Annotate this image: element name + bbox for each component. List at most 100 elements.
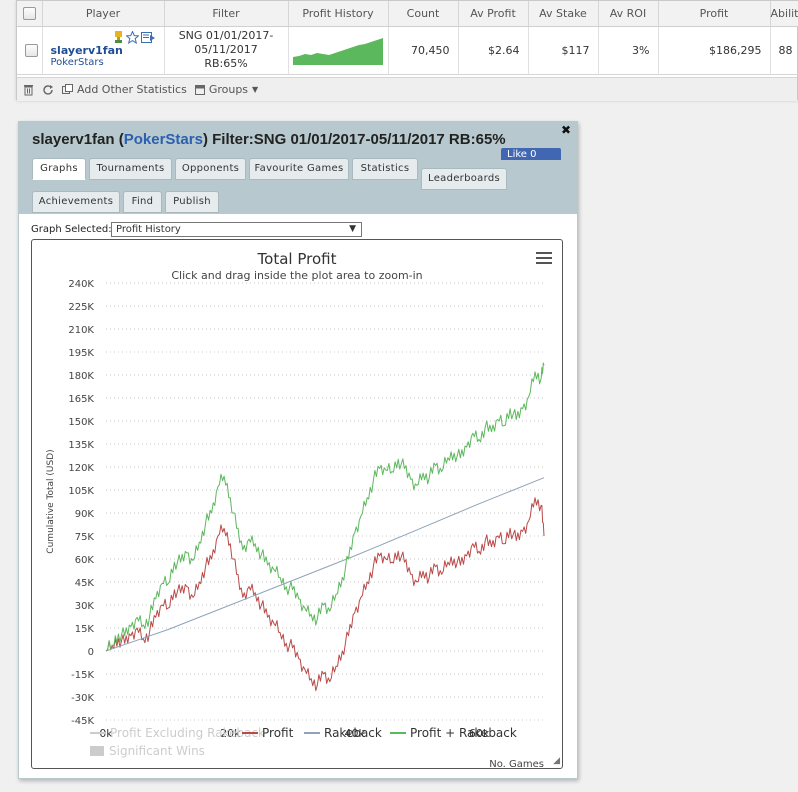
header-count[interactable]: Count [388,1,459,27]
groups-label: Groups [208,83,249,96]
facebook-like-button[interactable]: Like 0 [501,148,561,160]
header-player[interactable]: Player [42,1,165,27]
y-tick-label: 120K [68,463,94,474]
tab-statistics[interactable]: Statistics [352,158,418,180]
legend-item: Profit [262,726,294,740]
groups-dropdown[interactable]: Groups ▼ [194,83,259,96]
header-profit[interactable]: Profit [658,1,771,27]
y-tick-label: 60K [75,555,95,566]
tab-graphs[interactable]: Graphs [32,158,86,180]
y-tick-label: 165K [68,394,94,405]
refresh-button[interactable] [42,84,54,96]
select-all-header[interactable] [17,1,43,27]
x-axis-label: No. Games [489,759,544,768]
y-tick-label: -30K [71,693,94,704]
header-profit-history[interactable]: Profit History [288,1,389,27]
tab-leaderboards[interactable]: Leaderboards [421,168,507,190]
player-stats-table: Player Filter Profit History Count Av Pr… [16,0,798,101]
header-av-roi[interactable]: Av ROI [598,1,659,27]
player-cell: slayerv1fan PokerStars [42,26,165,75]
series-line-profit [105,497,545,692]
export-icon[interactable] [140,31,156,44]
trophy-icon [114,30,122,43]
av-stake-value: $117 [528,26,599,75]
select-all-checkbox[interactable] [22,7,36,20]
graph-select-value: Profit History [116,224,181,235]
panel-header: slayerv1fan (PokerStars) Filter:SNG 01/0… [19,122,577,214]
player-details-panel: slayerv1fan (PokerStars) Filter:SNG 01/0… [18,121,578,779]
header-row: Player Filter Profit History Count Av Pr… [17,1,798,27]
y-tick-label: 105K [68,486,94,497]
profit-history-sparkline-cell[interactable] [288,26,389,75]
stats-grid: Player Filter Profit History Count Av Pr… [17,1,798,75]
y-tick-label: -15K [71,670,94,681]
close-icon[interactable]: ✖ [560,123,571,137]
av-roi-value: 3% [598,26,659,75]
badge-icons [113,30,156,44]
y-tick-label: 135K [68,440,94,451]
chart-subtitle: Click and drag inside the plot area to z… [171,269,422,282]
y-tick-label: -45K [71,716,94,727]
graph-select-dropdown[interactable]: Profit History ▼ [111,222,362,237]
header-av-profit[interactable]: Av Profit [458,1,529,27]
y-tick-label: 195K [68,348,94,359]
x-tick-label: 40k [344,727,365,740]
trash-icon [24,84,33,95]
title-site[interactable]: PokerStars [123,131,203,148]
legend-item: Profit + Rakeback [410,726,517,740]
y-tick-label: 75K [75,532,95,543]
tab-opponents[interactable]: Opponents [175,158,246,180]
delete-button[interactable] [23,84,34,96]
profit-chart[interactable]: Total Profit Click and drag inside the pl… [31,239,563,769]
row-checkbox[interactable] [25,43,38,57]
filter-line-2: 05/11/2017 RB:65% [194,43,258,70]
tab-achievements[interactable]: Achievements [32,191,120,213]
filter-cell: SNG 01/01/2017- 05/11/2017 RB:65% [164,26,289,75]
row-checkbox-cell[interactable] [17,26,43,75]
player-site-link[interactable]: PokerStars [50,57,104,68]
sparkline-area [293,38,383,65]
header-filter[interactable]: Filter [164,1,289,27]
tab-find[interactable]: Find [123,191,162,213]
y-tick-label: 240K [68,279,94,290]
tab-favourite-games[interactable]: Favourite Games [249,158,349,180]
y-tick-label: 150K [68,417,94,428]
x-tick-label: 0k [99,727,113,740]
y-tick-label: 0 [88,647,94,658]
ability-value: 88 [770,26,798,75]
legend-item: Significant Wins [109,744,205,758]
count-value: 70,450 [388,26,459,75]
y-tick-label: 180K [68,371,94,382]
table-row: slayerv1fan PokerStars SNG 01/01/2017- 0… [17,26,798,75]
av-profit-value: $2.64 [458,26,529,75]
tab-publish[interactable]: Publish [165,191,219,213]
chevron-down-icon: ▼ [252,85,259,94]
y-tick-label: 30K [75,601,95,612]
hamburger-menu-icon[interactable] [536,252,552,267]
tab-tournaments[interactable]: Tournaments [89,158,172,180]
favourite-star-icon[interactable] [125,30,139,44]
legend-item: Rakeback [324,726,382,740]
x-tick-label: 20k [220,727,241,740]
filter-line-1: SNG 01/01/2017- [178,29,274,42]
player-name-link[interactable]: slayerv1fan [50,44,123,57]
x-tick-label: 60k [469,727,490,740]
header-av-stake[interactable]: Av Stake [528,1,599,27]
y-tick-label: 225K [68,302,94,313]
profit-history-sparkline[interactable] [293,35,383,65]
panel-title: slayerv1fan (PokerStars) Filter:SNG 01/0… [32,131,506,148]
refresh-icon [43,84,53,95]
add-other-statistics-button[interactable]: Add Other Statistics [62,83,187,96]
legend-swatch [90,746,104,756]
resize-grip-icon[interactable]: ◢ [553,756,560,766]
header-ability[interactable]: Ability [770,1,798,27]
y-tick-label: 15K [75,624,95,635]
add-other-statistics-label: Add Other Statistics [77,83,187,96]
add-window-icon [62,84,73,94]
table-toolbar: Add Other Statistics Groups ▼ [17,77,797,101]
y-axis-label: Cumulative Total (USD) [46,449,56,553]
groups-icon [194,84,205,95]
title-player: slayerv1fan ( [32,131,124,148]
profit-value: $186,295 [658,26,771,75]
